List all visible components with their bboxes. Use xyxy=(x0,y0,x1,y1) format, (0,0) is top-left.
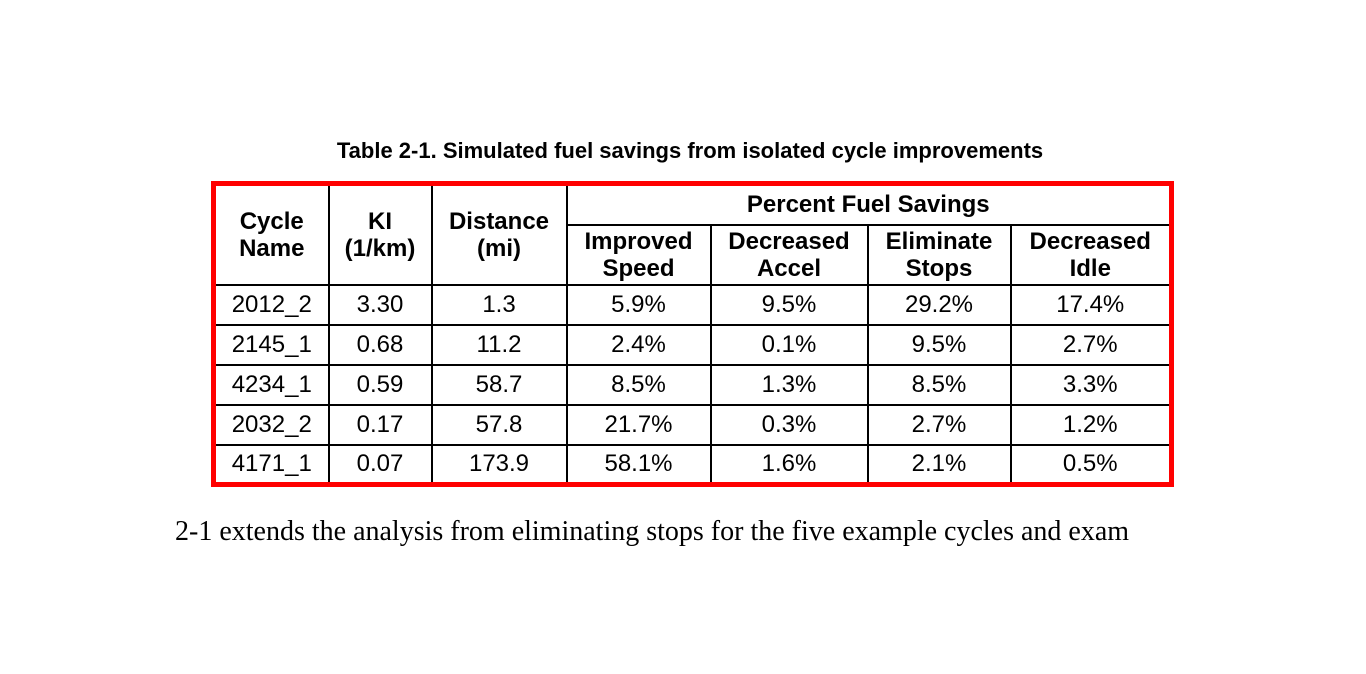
cell-cycle: 2032_2 xyxy=(212,403,330,446)
cell-decreased-accel: 0.3% xyxy=(709,403,869,446)
cell-distance: 57.8 xyxy=(430,403,568,446)
cell-cycle: 2145_1 xyxy=(212,323,330,366)
header-row-group: Cycle Name KI (1/km) Distance (mi) Perce… xyxy=(212,182,1173,286)
cell-ki: 0.59 xyxy=(327,363,433,406)
table-row: 2012_2 3.30 1.3 5.9% 9.5% 29.2% 17.4% xyxy=(212,283,1173,326)
header-decreased-accel: Decreased Accel xyxy=(709,223,869,286)
cell-distance: 11.2 xyxy=(430,323,568,366)
cell-decreased-idle: 2.7% xyxy=(1009,323,1173,366)
cell-distance: 58.7 xyxy=(430,363,568,406)
cell-improved-speed: 2.4% xyxy=(565,323,712,366)
cell-improved-speed: 21.7% xyxy=(565,403,712,446)
header-distance: Distance (mi) xyxy=(430,182,568,286)
cell-decreased-idle: 1.2% xyxy=(1009,403,1173,446)
cell-decreased-accel: 9.5% xyxy=(709,283,869,326)
cell-improved-speed: 5.9% xyxy=(565,283,712,326)
cell-ki: 0.68 xyxy=(327,323,433,366)
cell-cycle: 4171_1 xyxy=(212,443,330,486)
cell-ki: 0.07 xyxy=(327,443,433,486)
header-cycle-name: Cycle Name xyxy=(212,182,330,286)
cell-decreased-idle: 17.4% xyxy=(1009,283,1173,326)
cell-improved-speed: 58.1% xyxy=(565,443,712,486)
cell-eliminate-stops: 9.5% xyxy=(866,323,1012,366)
header-decreased-idle: Decreased Idle xyxy=(1009,223,1173,286)
cell-cycle: 2012_2 xyxy=(212,283,330,326)
header-row-sub: Improved Speed Decreased Accel Eliminate… xyxy=(214,223,1173,286)
cell-decreased-accel: 1.6% xyxy=(709,443,869,486)
cell-decreased-accel: 1.3% xyxy=(709,363,869,406)
header-improved-speed: Improved Speed xyxy=(565,223,712,286)
table-row: 2032_2 0.17 57.8 21.7% 0.3% 2.7% 1.2% xyxy=(212,403,1173,446)
cell-ki: 0.17 xyxy=(327,403,433,446)
table-row: 2145_1 0.68 11.2 2.4% 0.1% 9.5% 2.7% xyxy=(212,323,1173,366)
header-ki: KI (1/km) xyxy=(327,182,433,286)
cell-distance: 173.9 xyxy=(430,443,568,486)
cell-eliminate-stops: 8.5% xyxy=(866,363,1012,406)
paragraph-fragment: 2-1 extends the analysis from eliminatin… xyxy=(175,516,1130,547)
cell-eliminate-stops: 29.2% xyxy=(866,283,1012,326)
cell-eliminate-stops: 2.1% xyxy=(866,443,1012,486)
cell-ki: 3.30 xyxy=(327,283,433,326)
table-body: 2012_2 3.30 1.3 5.9% 9.5% 29.2% 17.4% 2145_1 0.6… xyxy=(212,283,1173,486)
cell-distance: 1.3 xyxy=(430,283,568,326)
cell-cycle: 4234_1 xyxy=(212,363,330,406)
cell-decreased-idle: 3.3% xyxy=(1009,363,1173,406)
fuel-savings-table: Cycle Name KI (1/km) Distance (mi) Perce… xyxy=(211,181,1175,487)
table-row: 4234_1 0.59 58.7 8.5% 1.3% 8.5% 3.3% xyxy=(212,363,1173,406)
header-percent-fuel-savings: Percent Fuel Savings xyxy=(565,182,1173,226)
header-eliminate-stops: Eliminate Stops xyxy=(866,223,1012,286)
table-caption: Table 2-1. Simulated fuel savings from i… xyxy=(336,138,1044,163)
cell-improved-speed: 8.5% xyxy=(565,363,712,406)
cell-eliminate-stops: 2.7% xyxy=(866,403,1012,446)
table-row: 4171_1 0.07 173.9 58.1% 1.6% 2.1% 0.5% xyxy=(212,443,1173,486)
cell-decreased-idle: 0.5% xyxy=(1009,443,1173,486)
cell-decreased-accel: 0.1% xyxy=(709,323,869,366)
